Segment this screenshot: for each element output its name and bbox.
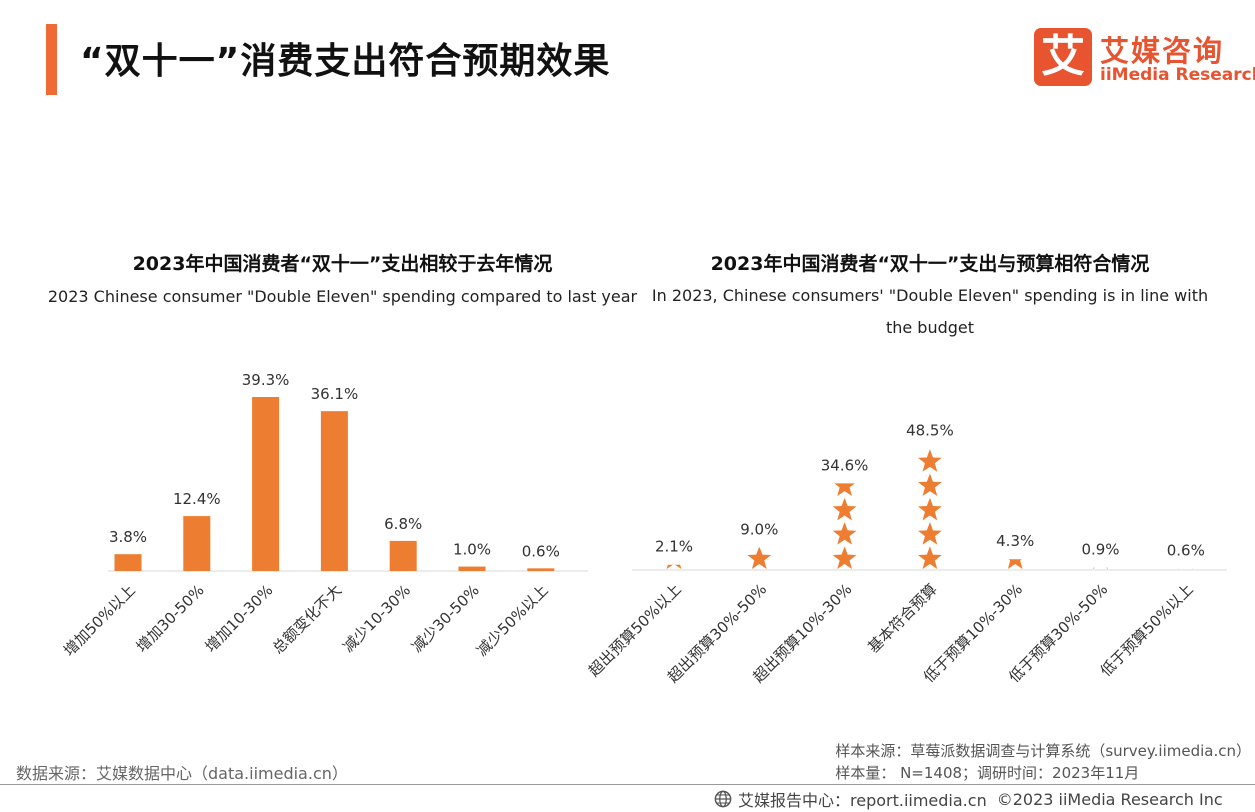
star-icon xyxy=(747,547,772,569)
star-icon xyxy=(832,497,857,521)
chart1-value-label: 3.8% xyxy=(109,528,147,546)
star-icon xyxy=(918,522,942,545)
chart2-star-column xyxy=(1093,567,1108,569)
page-title: “双十一”消费支出符合预期效果 xyxy=(80,41,611,82)
star-icon xyxy=(918,497,942,521)
chart2-star-column xyxy=(747,547,772,569)
chart1-category-label: 总额变化不大 xyxy=(269,581,345,657)
star-icon xyxy=(918,473,942,497)
chart1-value-label: 12.4% xyxy=(173,490,221,508)
chart1-category-label: 增加10-30% xyxy=(202,581,277,656)
star-icon xyxy=(918,449,942,472)
chart2-value-label: 34.6% xyxy=(821,456,869,474)
chart1-bar xyxy=(252,397,280,571)
sample-info: 样本来源：草莓派数据调查与计算系统（survey.iimedia.cn） 样本量… xyxy=(835,740,1251,784)
chart1-value-label: 0.6% xyxy=(522,542,560,560)
chart1-bar xyxy=(183,516,211,571)
chart1-value-label: 39.3% xyxy=(242,371,290,389)
star-icon xyxy=(832,522,857,545)
chart2-category-label: 基本符合预算 xyxy=(864,580,940,656)
title-accent-bar xyxy=(46,24,57,95)
copyright: ©2023 iiMedia Research Inc xyxy=(996,789,1223,809)
chart2-category-label: 低于预算50%以上 xyxy=(1097,580,1197,680)
chart1-bar xyxy=(114,554,142,571)
chart1-value-label: 36.1% xyxy=(311,385,359,403)
chart2-value-label: 9.0% xyxy=(740,520,778,538)
star-icon xyxy=(832,546,857,569)
chart1-title: 2023年中国消费者“双十一”支出相较于去年情况 xyxy=(132,253,553,275)
star-icon xyxy=(1007,559,1023,569)
chart2-value-label: 48.5% xyxy=(906,422,954,440)
star-icon xyxy=(666,564,682,569)
chart2-star-column xyxy=(832,483,857,569)
chart2-category-label: 超出预算50%以上 xyxy=(585,580,685,680)
sample-size: 样本量： N=1408；调研时间：2023年11月 xyxy=(835,764,1140,782)
globe-icon xyxy=(714,790,732,808)
star-icon xyxy=(834,483,855,497)
chart1-value-label: 6.8% xyxy=(384,515,422,533)
chart2-title: 2023年中国消费者“双十一”支出与预算相符合情况 xyxy=(710,253,1150,275)
star-icon xyxy=(918,546,942,569)
chart1-category-label: 增加30-50% xyxy=(133,581,208,656)
chart2-value-label: 4.3% xyxy=(996,532,1034,550)
iimedia-logo: 艾 艾媒咨询 iiMedia Research xyxy=(1034,28,1255,88)
chart1-category-label: 减少50%以上 xyxy=(473,581,552,660)
chart2-star-column xyxy=(1007,559,1023,569)
footer-bar: 艾媒报告中心：report.iimedia.cn ©2023 iiMedia R… xyxy=(714,787,1233,811)
report-center-link[interactable]: 艾媒报告中心：report.iimedia.cn xyxy=(738,791,987,810)
chart1-category-label: 增加50%以上 xyxy=(60,581,139,660)
star-icon xyxy=(1093,567,1108,569)
chart1-category-label: 减少30-50% xyxy=(408,581,483,656)
chart1-bar xyxy=(320,411,348,571)
logo-mark: 艾 xyxy=(1034,28,1092,86)
chart1-value-label: 1.0% xyxy=(453,541,491,559)
sample-source: 样本来源：草莓派数据调查与计算系统（survey.iimedia.cn） xyxy=(835,742,1251,760)
chart1-category-label: 减少10-30% xyxy=(339,581,414,656)
chart1-subtitle: 2023 Chinese consumer "Double Eleven" sp… xyxy=(47,287,638,306)
chart2-subtitle: In 2023, Chinese consumers' "Double Elev… xyxy=(651,286,1209,337)
chart1-bar xyxy=(458,566,486,571)
chart2-star-column xyxy=(918,449,942,569)
chart2-value-label: 2.1% xyxy=(655,538,693,556)
chart2-star-column xyxy=(666,564,682,569)
chart2-value-label: 0.9% xyxy=(1081,541,1119,559)
data-source: 数据来源：艾媒数据中心（data.iimedia.cn） xyxy=(16,764,348,783)
logo-en-text: iiMedia Research xyxy=(1100,65,1255,85)
chart2-value-label: 0.6% xyxy=(1167,541,1205,559)
chart1-bar xyxy=(389,540,417,571)
logo-cn-text: 艾媒咨询 xyxy=(1100,34,1225,68)
footer-divider xyxy=(0,784,1255,785)
chart1-bar xyxy=(527,568,555,571)
